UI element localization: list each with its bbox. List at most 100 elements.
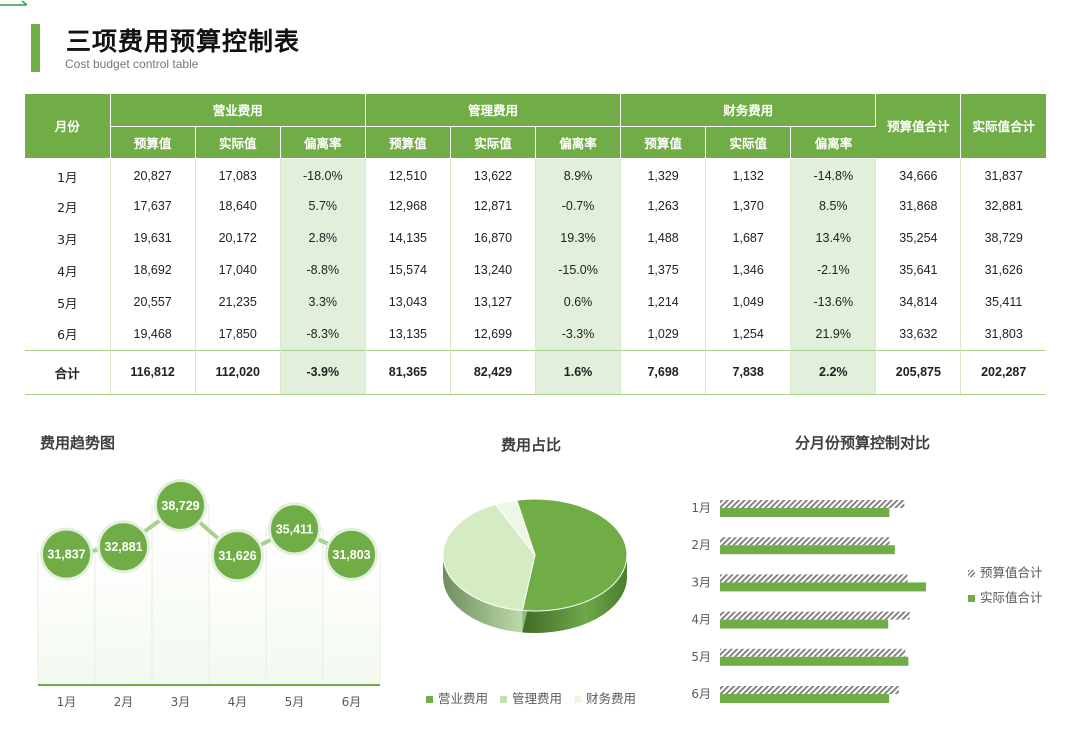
cell-admin-actual: 12,871 [450, 190, 536, 222]
header-actual: 实际值 [450, 126, 536, 159]
pie-slice [494, 499, 536, 556]
cell-actual-total: 38,729 [984, 231, 1023, 245]
cell-budget-total: 34,814 [875, 286, 962, 318]
cell-admin-actual: 12,699 [450, 318, 536, 350]
legend-swatch [968, 570, 975, 577]
cell-admin-deviation: -3.3% [535, 318, 622, 350]
trend-data-label: 31,626 [218, 549, 256, 563]
cell-sales-deviation: 2.8% [280, 222, 366, 254]
bar-chart: 1月 2月 3月 4月 5月 6月 [691, 500, 926, 703]
cell-total-admin-budget: 81,365 [365, 349, 451, 395]
cell-actual-total: 35,411 [985, 295, 1023, 309]
cell-total-admin-actual: 82,429 [450, 349, 536, 395]
cell-sales-actual: 18,640 [195, 190, 281, 222]
cell-month: 1月 [25, 158, 111, 190]
corner-arrow-icon [0, 0, 28, 6]
table-row: 5月 20,557 21,235 3.3% 13,043 13,127 0.6% 1,214 1… [25, 286, 1046, 318]
cell-finance-deviation: -2.1% [790, 254, 877, 286]
cell-month: 5月 [25, 286, 111, 318]
legend-item-actual: 实际值合计 [968, 585, 1043, 610]
cell-finance-actual: 1,049 [705, 286, 792, 318]
legend-label: 管理费用 [512, 691, 563, 706]
bar-y-tick-label: 6月 [691, 687, 711, 701]
header-actual: 实际值 [705, 126, 792, 159]
pie-legend: 营业费用 管理费用 财务费用 [426, 688, 644, 707]
trend-x-tick-label: 5月 [285, 695, 305, 709]
header-group-sales: 营业费用 [110, 94, 366, 127]
cell-finance-budget: 1,029 [620, 318, 707, 350]
cell-admin-actual: 13,622 [450, 158, 536, 190]
trend-x-tick-label: 6月 [342, 695, 362, 709]
legend-label: 预算值合计 [980, 565, 1043, 580]
trend-data-label: 38,729 [161, 499, 199, 513]
header-budget-total: 预算值合计 [875, 94, 962, 159]
cell-budget-total: 35,254 [875, 222, 962, 254]
cell-finance-deviation: 13.4% [790, 222, 877, 254]
legend-swatch [574, 696, 581, 703]
trend-x-tick-label: 4月 [228, 695, 248, 709]
cell-budget-total: 35,641 [875, 254, 962, 286]
header-deviation: 偏离率 [790, 126, 876, 159]
cell-admin-deviation: -0.7% [535, 190, 622, 222]
cell-admin-budget: 15,574 [365, 254, 451, 286]
cell-sales-deviation: -8.8% [280, 254, 366, 286]
pie-chart-title: 费用占比 [501, 436, 562, 454]
cell-admin-budget: 13,043 [365, 286, 451, 318]
page-title: 三项费用预算控制表 [66, 27, 301, 56]
cell-total-sales-deviation: -3.9% [280, 349, 366, 395]
trend-point [268, 502, 321, 556]
actual-bar [720, 619, 889, 629]
cell-finance-budget: 1,488 [620, 222, 707, 254]
cell-sales-actual: 17,850 [195, 318, 281, 350]
actual-bar [720, 656, 909, 666]
cell-admin-deviation: 8.9% [535, 158, 622, 190]
legend-label: 财务费用 [586, 691, 637, 706]
cell-admin-budget: 13,135 [365, 318, 451, 350]
header-budget: 预算值 [620, 126, 707, 159]
cell-sales-deviation: -8.3% [280, 318, 366, 350]
header-month: 月份 [25, 94, 111, 159]
pie-slice-side [443, 555, 523, 633]
legend-swatch [968, 595, 975, 602]
budget-table: 月份 营业费用 管理费用 财务费用 预算值合计 实际值合计 预算值 实际值 偏离… [25, 94, 1046, 395]
trend-point [211, 529, 264, 583]
trend-x-tick-label: 2月 [114, 695, 134, 709]
bar-y-tick-label: 4月 [691, 613, 711, 627]
cell-total-admin-deviation: 1.6% [535, 349, 622, 395]
header-deviation: 偏离率 [280, 126, 366, 159]
cell-admin-actual: 13,127 [450, 286, 536, 318]
cell-budget-total: 34,666 [875, 158, 962, 190]
cell-actual-total: 31,803 [984, 326, 1023, 341]
cell-admin-budget: 12,968 [365, 190, 451, 222]
cell-sales-actual: 17,040 [195, 254, 281, 286]
cell-sales-budget: 18,692 [110, 254, 196, 286]
cell-total-finance-budget: 7,698 [620, 349, 707, 395]
cell-actual-total: 31,626 [984, 263, 1023, 277]
actual-bar [720, 582, 926, 592]
cell-sales-actual: 21,235 [195, 286, 281, 318]
bar-y-tick-label: 3月 [691, 575, 711, 589]
trend-point [40, 527, 93, 581]
table-total-row: 合计 116,812 112,020 -3.9% 81,365 82,429 1.6% 7,6… [25, 349, 1046, 395]
trend-point [97, 520, 150, 574]
budget-bar [720, 648, 906, 657]
legend-swatch [426, 696, 433, 703]
legend-item-budget: 预算值合计 [968, 560, 1043, 585]
budget-bar [720, 500, 905, 508]
pie-slice [516, 498, 628, 612]
cell-sales-budget: 17,637 [110, 190, 196, 222]
bar-legend: 预算值合计 实际值合计 [968, 560, 1043, 610]
cell-finance-budget: 1,214 [620, 286, 707, 318]
cell-month: 6月 [25, 318, 111, 350]
cell-admin-budget: 14,135 [365, 222, 451, 254]
legend-label: 营业费用 [438, 691, 489, 706]
table-row: 2月 17,637 18,640 5.7% 12,968 12,871 -0.7% 1,263… [25, 190, 1046, 222]
cell-admin-deviation: -15.0% [535, 254, 622, 286]
bar-chart-title: 分月份预算控制对比 [795, 434, 931, 452]
cell-finance-budget: 1,263 [620, 190, 707, 222]
actual-bar [720, 508, 890, 517]
cell-admin-actual: 13,240 [450, 254, 536, 286]
actual-bar [720, 545, 895, 555]
cell-total-sales-budget: 116,812 [110, 349, 196, 395]
header-group-finance: 财务费用 [620, 94, 877, 127]
